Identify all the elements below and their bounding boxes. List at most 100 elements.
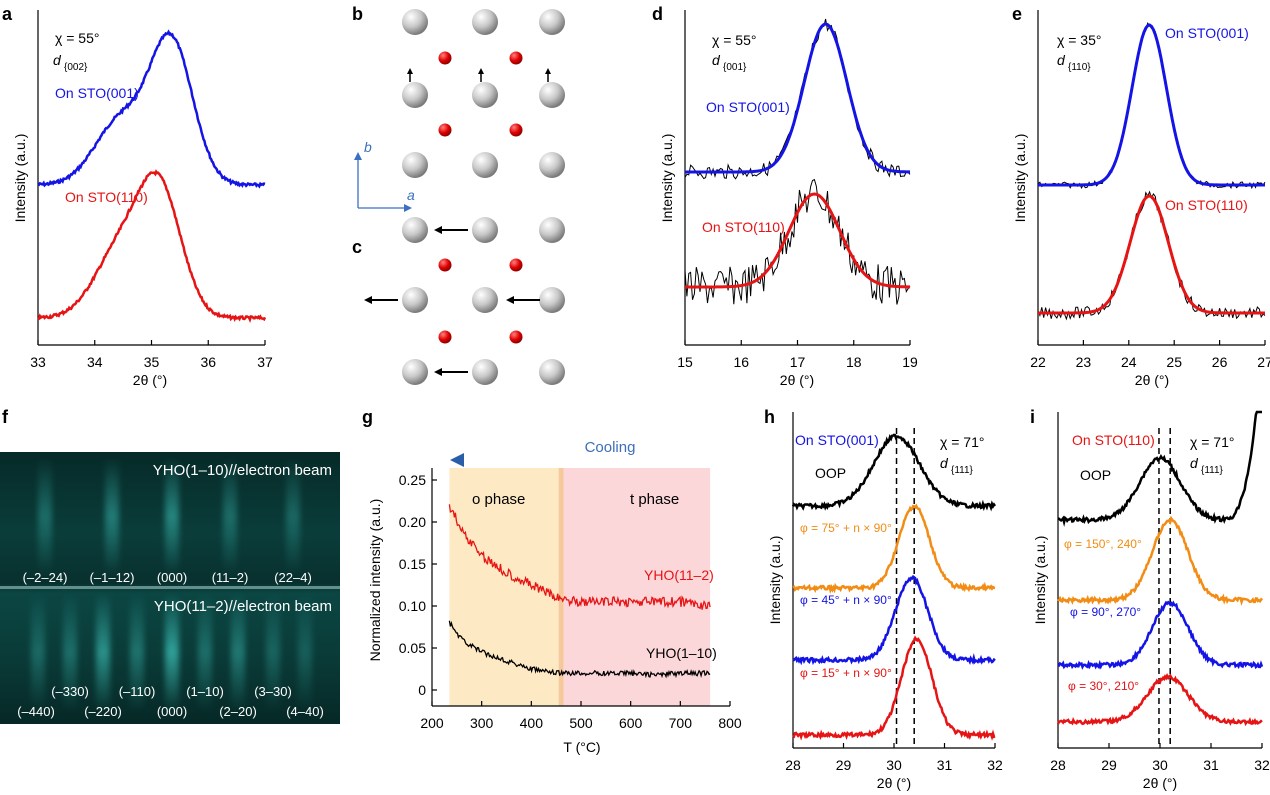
- panel-a-ylabel: Intensity (a.u.): [12, 134, 28, 223]
- panel-i-xlabel: 2θ (°): [1143, 775, 1177, 791]
- oxygen-2: [438, 123, 452, 137]
- crystal-structure: [364, 9, 565, 385]
- panel-label-c: c: [352, 237, 362, 257]
- panel-e-series-2-fit: [1038, 194, 1265, 315]
- rheed-streak-top-3: [223, 457, 237, 575]
- oxygen-4: [438, 258, 452, 272]
- panel-d-tick-label-1: 16: [733, 354, 749, 370]
- cation-8: [539, 152, 565, 178]
- panel-e-ylabel: Intensity (a.u.): [1012, 134, 1028, 223]
- panel-g-ytick-label-2: 0.10: [399, 598, 426, 614]
- panel-a-series-1-label: On STO(001): [55, 85, 139, 101]
- axis-b-arrow-head: [354, 152, 362, 160]
- panel-h-tick-label-3: 31: [937, 757, 953, 773]
- panel-i-dsub: {111}: [1201, 465, 1224, 476]
- panel-d-ylabel: Intensity (a.u.): [659, 134, 675, 223]
- panel-i-phi-2: φ = 90°, 270°: [1070, 605, 1141, 619]
- spot-bottom-lower-1: (–220): [84, 704, 122, 719]
- panel-h-oop-line: [791, 433, 997, 512]
- panel-h-tick-label-0: 28: [785, 757, 801, 773]
- panel-i-phi-3: φ = 30°, 210°: [1068, 679, 1139, 693]
- panel-i-tick-label-2: 30: [1152, 757, 1168, 773]
- spot-bottom-upper-0: (–330): [51, 684, 89, 699]
- cation-5: [539, 82, 565, 108]
- panel-g-ytick-label-1: 0.05: [399, 640, 426, 656]
- panel-e-tick-label-2: 24: [1121, 354, 1137, 370]
- panel-d-x-ticks: 15 16 17 18 19: [677, 340, 918, 370]
- spot-bottom-lower-0: (–440): [17, 704, 55, 719]
- panel-h-phi-1-line: [792, 503, 996, 594]
- polar-arrow-up-head-2: [545, 68, 551, 74]
- spot-top-0: (–2–24): [22, 570, 68, 585]
- panel-h-phi-3-line: [792, 635, 996, 741]
- panel-e-dsub: {110}: [1068, 62, 1091, 73]
- panel-h-substrate: On STO(001): [795, 432, 879, 448]
- rheed-divider: [0, 586, 340, 589]
- cooling-arrow-head: [450, 453, 464, 467]
- cation-16: [472, 359, 498, 385]
- panel-h-xlabel: 2θ (°): [877, 775, 911, 791]
- panel-g-xtick-label-2: 400: [520, 715, 544, 731]
- panel-g-xtick-label-4: 600: [619, 715, 643, 731]
- panel-h-dsub: {111}: [951, 465, 974, 476]
- panel-h: h 28 29 30 31 32 2θ (°) Intensity (a.u.) On …: [764, 407, 1003, 791]
- rheed-streak-bottom-4: [165, 592, 179, 712]
- cation-7: [472, 152, 498, 178]
- cation-4: [472, 82, 498, 108]
- panel-a-dsub: {002}: [64, 62, 88, 73]
- panel-e-series-1-fit: [1038, 23, 1265, 187]
- panel-h-phi-3: φ = 15° + n × 90°: [800, 666, 892, 680]
- panel-d-tick-label-4: 19: [902, 354, 918, 370]
- panel-g-ticks: 200 300 400 500 600 700 800 0 0.05 0.10 0.15 0.20 0.…: [399, 472, 742, 731]
- panel-i-oop: OOP: [1080, 467, 1111, 483]
- panel-h-d: d: [940, 455, 949, 471]
- rheed-streak-bottom-6: [231, 592, 245, 712]
- cation-10: [472, 217, 498, 243]
- panel-a-tick-label-1: 34: [87, 354, 103, 370]
- panel-label-f: f: [2, 407, 9, 427]
- panel-g-xtick-label-3: 500: [569, 715, 593, 731]
- panel-h-tick-label-2: 30: [886, 757, 902, 773]
- oxygen-3: [509, 123, 523, 137]
- oxygen-1: [509, 51, 523, 65]
- panel-g-ytick-label-5: 0.25: [399, 472, 426, 488]
- spot-bottom-upper-2: (1–10): [186, 684, 224, 699]
- panel-d-tick-label-0: 15: [677, 354, 693, 370]
- panel-g-series-2-label: YHO(1–10): [646, 645, 717, 661]
- cation-1: [472, 9, 498, 35]
- panel-e-tick-label-0: 22: [1030, 354, 1046, 370]
- cation-0: [402, 9, 428, 35]
- cation-3: [402, 82, 428, 108]
- oxygen-7: [509, 330, 523, 344]
- phase-boundary: [558, 468, 564, 706]
- panel-label-i: i: [1030, 407, 1035, 427]
- cooling-label: Cooling: [585, 439, 636, 456]
- panel-i-phi-3-line: [1056, 672, 1263, 727]
- panel-g-series-1-line: [448, 504, 711, 610]
- panel-a-chi: χ = 55°: [55, 30, 99, 46]
- phase-region-1: [563, 468, 711, 706]
- o-phase-label: o phase: [472, 491, 525, 508]
- panel-h-tick-label-1: 29: [836, 757, 852, 773]
- rheed-streak-top-0: [38, 457, 52, 575]
- panel-e-chi: χ = 35°: [1057, 32, 1101, 48]
- rheed-streak-bottom-2: [96, 592, 110, 712]
- panel-e-xlabel: 2θ (°): [1135, 372, 1169, 388]
- panel-d-d: d: [712, 52, 721, 68]
- panel-h-phi-2: φ = 45° + n × 90°: [800, 593, 892, 607]
- panel-a-d: d: [53, 52, 62, 68]
- polar-arrow-left-head-1: [364, 296, 372, 304]
- rheed-streak-top-1: [105, 457, 119, 575]
- rheed-streak-bottom-5: [198, 592, 212, 712]
- cation-9: [402, 217, 428, 243]
- cation-6: [402, 152, 428, 178]
- oxygen-0: [438, 51, 452, 65]
- panel-d-chi: χ = 55°: [712, 32, 756, 48]
- panel-i-dashed-lines: [1158, 428, 1171, 748]
- cation-15: [402, 359, 428, 385]
- spot-top-3: (11–2): [211, 570, 249, 585]
- panel-g-xtick-label-1: 300: [470, 715, 494, 731]
- panel-i-phi-1-line: [1057, 515, 1264, 606]
- cation-12: [402, 287, 428, 313]
